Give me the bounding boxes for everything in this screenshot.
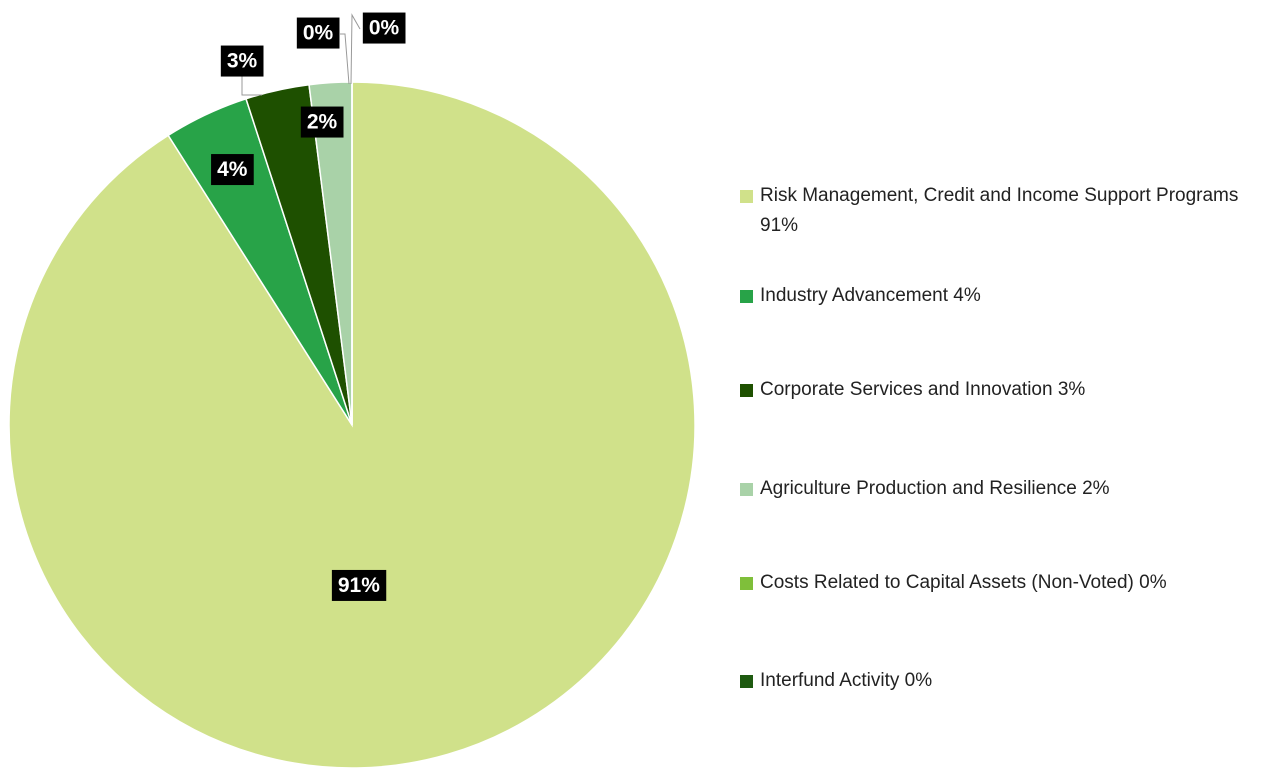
data-label: 91% — [331, 569, 387, 601]
data-label: 0% — [362, 12, 406, 44]
legend-swatch — [740, 190, 753, 203]
label-bg — [331, 569, 387, 601]
label-text: 3% — [227, 50, 258, 73]
legend-item: Industry Advancement 4% — [740, 281, 1279, 311]
data-label: 0% — [296, 17, 340, 49]
leader-line — [340, 33, 350, 85]
legend-text: Costs Related to Capital Assets (Non-Vot… — [760, 572, 1167, 593]
legend-item: Corporate Services and Innovation 3% — [740, 375, 1279, 405]
legend-text: Risk Management, Credit and Income Suppo… — [760, 185, 1239, 236]
data-label: 3% — [220, 45, 264, 77]
label-text: 0% — [303, 22, 334, 45]
data-label: 4% — [211, 154, 254, 186]
legend-item: Risk Management, Credit and Income Suppo… — [740, 181, 1279, 241]
chart: 91% 4% 3% 2% 0% 0% — [8, 12, 696, 769]
label-text: 4% — [217, 158, 248, 181]
legend-swatch — [740, 675, 753, 688]
label-bg — [220, 45, 264, 77]
label-bg — [362, 12, 406, 44]
legend-text: Interfund Activity 0% — [760, 670, 933, 691]
label-bg — [300, 106, 344, 138]
legend-text: Industry Advancement 4% — [760, 285, 981, 306]
leader-line — [241, 76, 262, 96]
legend-text: Corporate Services and Innovation 3% — [760, 379, 1086, 400]
label-text: 2% — [307, 111, 338, 134]
legend-item: Costs Related to Capital Assets (Non-Vot… — [740, 568, 1279, 598]
legend-text: Agriculture Production and Resilience 2% — [760, 478, 1110, 499]
legend-swatch — [740, 483, 753, 496]
legend-item: Interfund Activity 0% — [740, 666, 1279, 696]
legend-item: Agriculture Production and Resilience 2% — [740, 474, 1279, 504]
legend-swatch — [740, 577, 753, 590]
label-text: 0% — [369, 17, 400, 40]
label-bg — [296, 17, 340, 49]
data-label: 2% — [300, 106, 344, 138]
label-bg — [211, 154, 254, 186]
legend-swatch — [740, 290, 753, 303]
leader-line — [350, 13, 361, 85]
label-text: 91% — [338, 574, 380, 597]
legend-swatch — [740, 384, 753, 397]
